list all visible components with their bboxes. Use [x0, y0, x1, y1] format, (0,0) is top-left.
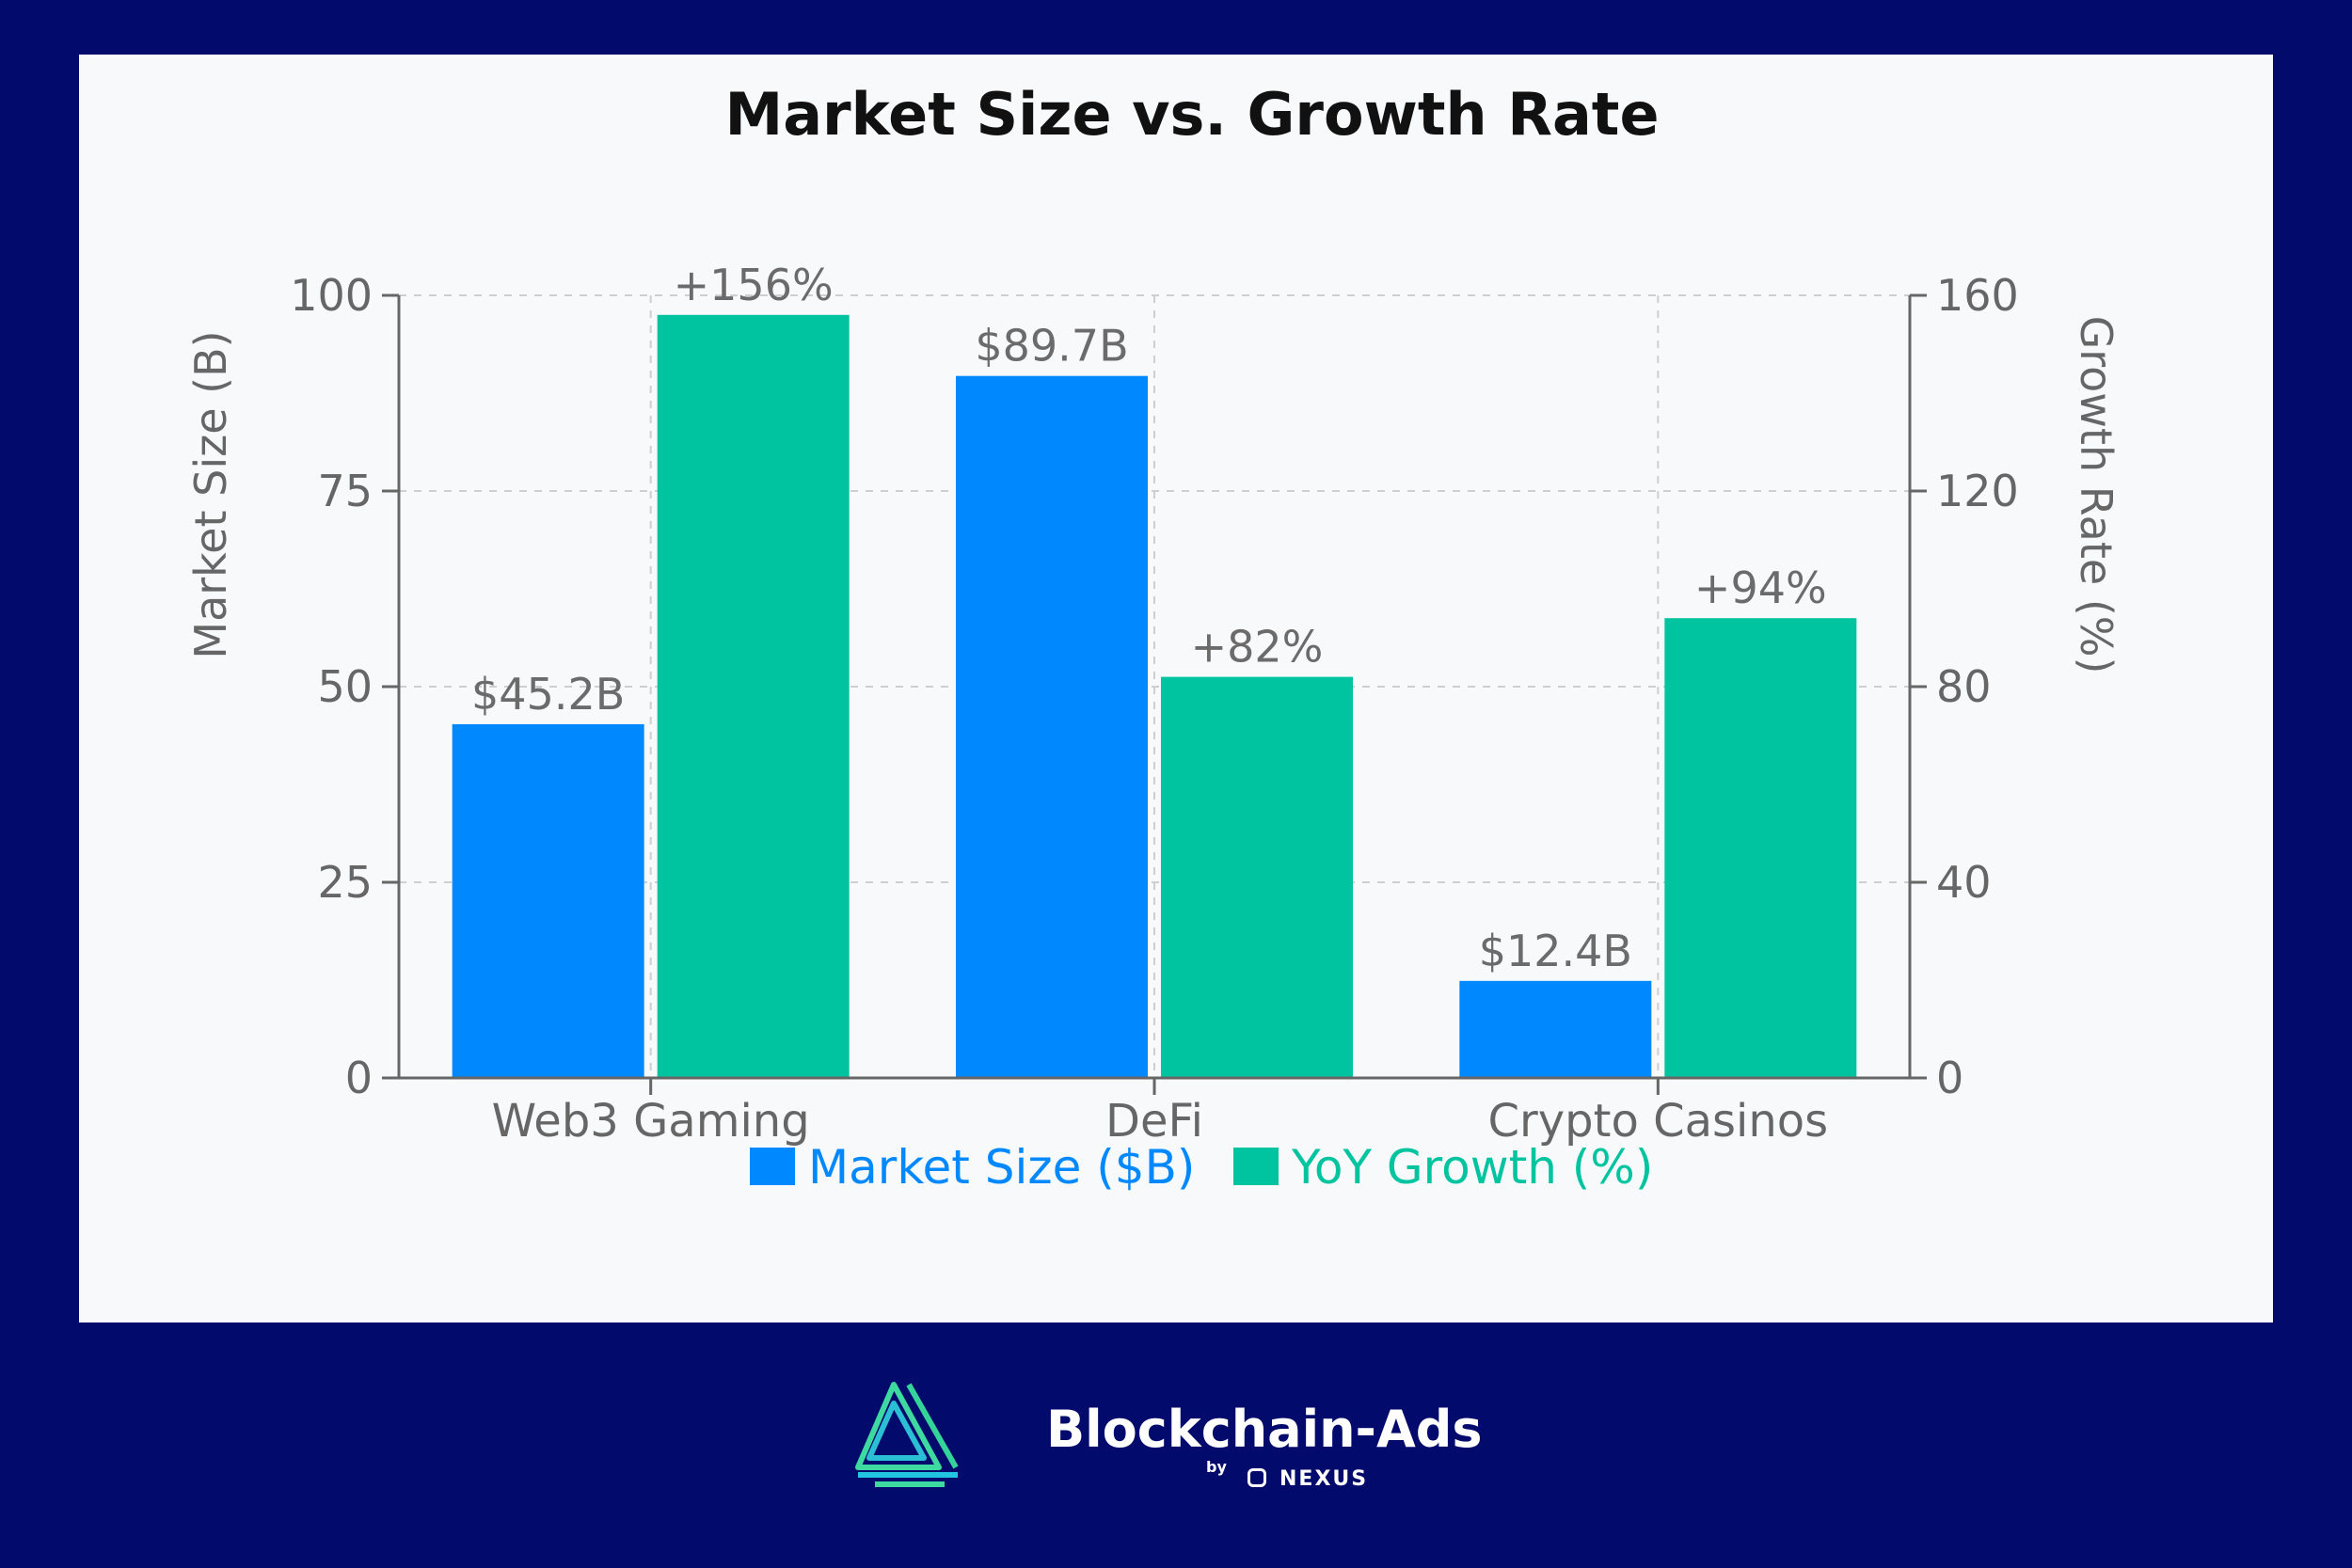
legend-swatch — [1233, 1148, 1279, 1185]
x-tick-label: DeFi — [1105, 1095, 1203, 1148]
bar-market-size — [452, 723, 644, 1078]
legend-label: Market Size ($B) — [808, 1140, 1195, 1195]
y-left-tick-label: 50 — [317, 661, 373, 712]
y-right-tick-label: 160 — [1936, 270, 2019, 321]
data-label: +94% — [1694, 562, 1827, 613]
legend-swatch — [750, 1148, 795, 1185]
y-right-tick-label: 120 — [1936, 466, 2019, 516]
bars — [452, 314, 1857, 1078]
y-axis-left-label: Market Size (B) — [185, 330, 236, 658]
brand-name: Blockchain-Ads — [1046, 1400, 1483, 1459]
axes: 0 25 50 75 100 0 40 80 120 160 Web3 Gaming DeFi Cryp… — [290, 270, 2019, 1148]
data-label: $12.4B — [1479, 926, 1632, 976]
y-axis-right-label: Growth Rate (%) — [2071, 316, 2122, 674]
bar-market-size — [956, 375, 1148, 1078]
brand-by: by — [1206, 1458, 1227, 1476]
x-tick-label: Crypto Casinos — [1488, 1095, 1829, 1148]
brand-footer: Blockchain-Ads by NEXUS — [0, 1373, 2352, 1514]
bar-yoy-growth — [1161, 676, 1353, 1078]
y-right-tick-label: 80 — [1936, 661, 1992, 712]
bar-yoy-growth — [1664, 618, 1857, 1078]
y-right-tick-label: 0 — [1936, 1053, 1963, 1103]
y-right-tick-label: 40 — [1936, 857, 1992, 908]
data-label: $89.7B — [975, 321, 1128, 372]
grid-lines — [399, 294, 1910, 1078]
chart-card: 0 25 50 75 100 0 40 80 120 160 Web3 Gaming DeFi Cryp… — [79, 55, 2273, 1323]
blockchain-ads-logo-icon — [855, 1382, 959, 1487]
bar-yoy-growth — [657, 314, 850, 1078]
y-left-tick-label: 75 — [317, 466, 373, 516]
data-label: $45.2B — [471, 669, 625, 720]
data-labels: $45.2B +156% $89.7B +82% $12.4B +94% — [471, 260, 1827, 976]
data-label: +82% — [1191, 622, 1324, 673]
x-tick-label: Web3 Gaming — [492, 1095, 810, 1148]
nexus-logo-icon — [1248, 1468, 1266, 1487]
data-label: +156% — [674, 260, 834, 310]
chart-title: Market Size vs. Growth Rate — [725, 80, 1660, 149]
y-left-tick-label: 0 — [345, 1053, 373, 1103]
bar-market-size — [1459, 980, 1652, 1078]
brand-partner: NEXUS — [1279, 1467, 1369, 1491]
y-left-tick-label: 100 — [290, 270, 373, 321]
legend-label: YoY Growth (%) — [1291, 1140, 1653, 1195]
legend: Market Size ($B) YoY Growth (%) — [750, 1140, 1653, 1195]
bar-chart: 0 25 50 75 100 0 40 80 120 160 Web3 Gaming DeFi Cryp… — [185, 80, 2122, 1195]
y-left-tick-label: 25 — [317, 857, 373, 908]
